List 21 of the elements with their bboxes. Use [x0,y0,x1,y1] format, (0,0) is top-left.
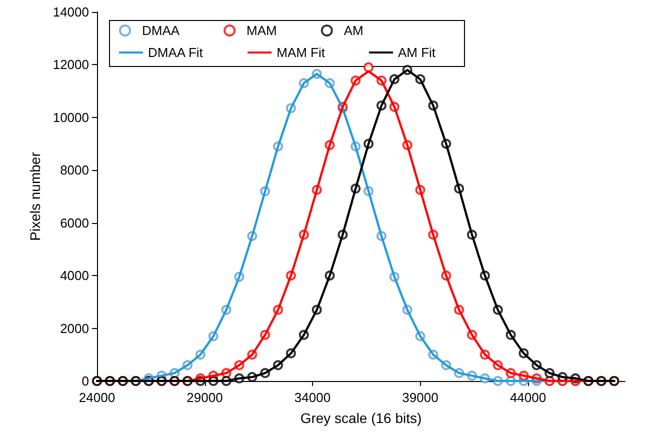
legend-label: DMAA Fit [148,45,204,60]
x-tick-label: 24000 [78,390,116,405]
y-tick-label: 4000 [60,268,89,284]
legend-label: MAM Fit [276,45,326,60]
x-tick-label: 39000 [402,390,438,405]
legend-label: MAM [246,23,277,38]
y-tick-label: 14000 [52,4,89,20]
x-tick-label: 29000 [186,390,223,405]
y-tick-label: 8000 [60,162,89,178]
y-tick-label: 12000 [52,57,89,72]
y-tick-label: 2000 [60,320,89,336]
y-tick-label: 6000 [60,215,89,230]
legend-label: DMAA [142,23,180,38]
y-tick-label: 10000 [52,110,89,125]
x-tick-label: 34000 [294,390,331,405]
y-tick-label: 0 [82,374,89,388]
x-tick-label: 44000 [510,390,546,405]
legend-label: AM Fit [398,45,436,60]
x-axis-title: Grey scale (16 bits) [300,410,422,426]
legend-label: AM [344,23,364,38]
y-axis-title: Pixels number [26,152,43,241]
